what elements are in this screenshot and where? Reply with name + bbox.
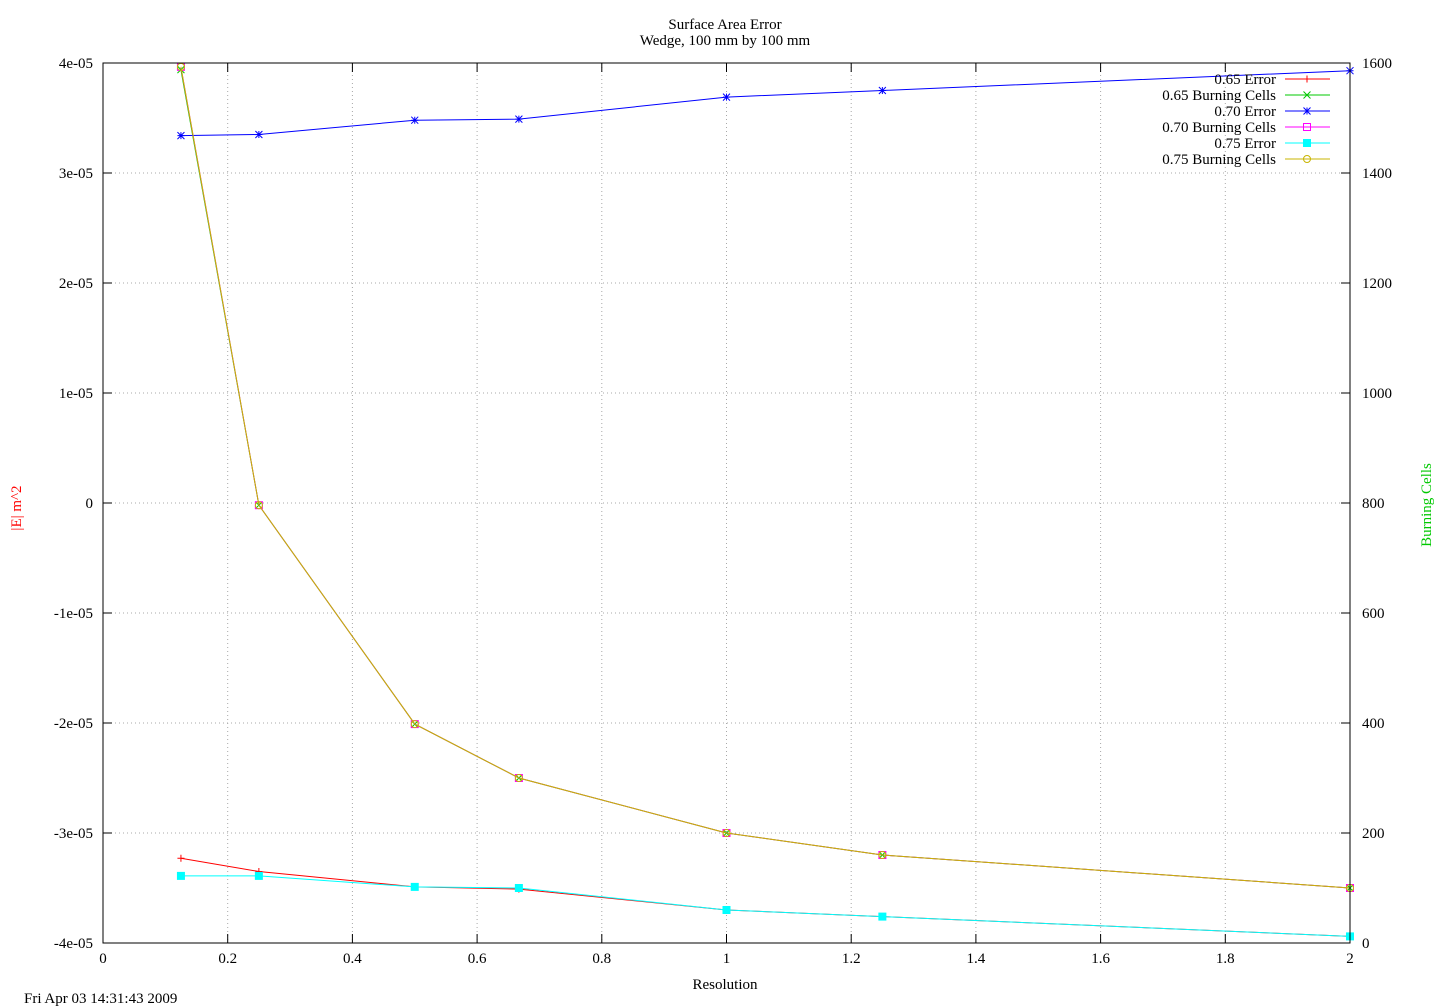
- axis-ticks: 0 0.2 0.4 0.6 0.8 1 1.2 1.4 1.6 1.8 2 4e-05 3e-05 2e-…: [54, 56, 1392, 967]
- legend-marker: [1303, 155, 1311, 163]
- y2-tick-label: 800: [1362, 496, 1385, 512]
- x-tick-label: 1.2: [842, 951, 861, 967]
- legend-marker: [1303, 75, 1311, 83]
- legend-label: 0.65 Burning Cells: [1162, 88, 1276, 104]
- legend-label: 0.65 Error: [1214, 72, 1276, 88]
- legend-entry-0-65-error: 0.65 Error: [1214, 72, 1330, 88]
- x-tick-label: 2: [1346, 951, 1354, 967]
- legend-label: 0.75 Error: [1214, 136, 1276, 152]
- 0-75-burning-cells-point: [722, 829, 731, 837]
- y2-tick-label: 0: [1362, 936, 1370, 952]
- legend-label: 0.75 Burning Cells: [1162, 152, 1276, 168]
- legend-entry-0-75-error: 0.75 Error: [1214, 136, 1330, 152]
- legend-marker: [1303, 107, 1311, 115]
- chart-title: Surface Area Error: [668, 17, 781, 33]
- y2-axis-label: Burning Cells: [1419, 463, 1435, 547]
- legend-marker: [1303, 139, 1311, 147]
- series-layer: [176, 62, 1354, 941]
- y2-tick-label: 400: [1362, 716, 1385, 732]
- 0-70-error-point: [177, 131, 185, 140]
- y2-tick-label: 1400: [1362, 166, 1392, 182]
- y-tick-label: 1e-05: [59, 386, 93, 402]
- 0-75-burning-cells-point: [878, 851, 887, 859]
- 0-70-error-point: [722, 93, 731, 101]
- 0-70-error-point: [878, 86, 887, 95]
- y-tick-label: -1e-05: [54, 606, 93, 622]
- y-tick-label: -2e-05: [54, 716, 93, 732]
- 0-75-burning-cells-point: [410, 720, 419, 729]
- 0-75-error-point: [410, 882, 419, 891]
- x-tick-label: 1: [723, 951, 731, 967]
- x-axis-label: Resolution: [692, 977, 758, 993]
- 0-65-error-point: [177, 854, 185, 862]
- 0-75-burning-cells-point: [254, 501, 263, 510]
- 0-75-burning-cells-point: [514, 774, 523, 782]
- legend-entry-0-75-burning-cells: 0.75 Burning Cells: [1162, 152, 1330, 168]
- x-tick-label: 0.6: [468, 951, 487, 967]
- timestamp: Fri Apr 03 14:31:43 2009: [24, 991, 177, 1007]
- series-0-75-burning-cells: [176, 62, 1354, 892]
- y-tick-label: -4e-05: [54, 936, 93, 952]
- y-tick-label: 2e-05: [59, 276, 93, 292]
- legend-entry-0-70-error: 0.70 Error: [1214, 104, 1330, 120]
- legend-label: 0.70 Burning Cells: [1162, 120, 1276, 136]
- x-tick-label: 0.8: [592, 951, 611, 967]
- 0-75-error-point: [722, 906, 731, 914]
- x-tick-label: 1.4: [967, 951, 986, 967]
- 0-70-error-point: [515, 115, 523, 123]
- 0-70-error-point: [410, 116, 419, 125]
- legend-entry-0-70-burning-cells: 0.70 Burning Cells: [1162, 120, 1330, 136]
- y-tick-label: 3e-05: [59, 166, 93, 182]
- y2-tick-label: 1000: [1362, 386, 1392, 402]
- legend-marker: [1303, 91, 1311, 99]
- 0-75-error-point: [514, 884, 523, 892]
- x-tick-label: 0.2: [218, 951, 237, 967]
- y2-tick-label: 1600: [1362, 56, 1392, 72]
- 0-75-error-point: [254, 871, 263, 880]
- y-axis-label: |E| m^2: [9, 485, 25, 530]
- x-tick-label: 1.8: [1216, 951, 1235, 967]
- x-tick-label: 0: [99, 951, 107, 967]
- y-tick-label: 0: [86, 496, 94, 512]
- x-tick-label: 1.6: [1091, 951, 1110, 967]
- y-tick-label: 4e-05: [59, 56, 93, 72]
- y2-tick-label: 600: [1362, 606, 1385, 622]
- y-tick-label: -3e-05: [54, 826, 93, 842]
- 0-70-error-point: [255, 130, 263, 139]
- legend-entry-0-65-burning-cells: 0.65 Burning Cells: [1162, 88, 1330, 104]
- legend-label: 0.70 Error: [1214, 104, 1276, 120]
- 0-75-burning-cells-line: [180, 66, 1351, 889]
- y2-tick-label: 200: [1362, 826, 1385, 842]
- chart-subtitle: Wedge, 100 mm by 100 mm: [640, 33, 811, 49]
- x-tick-label: 0.4: [343, 951, 362, 967]
- 0-75-error-point: [878, 912, 887, 921]
- y2-tick-label: 1200: [1362, 276, 1392, 292]
- legend-marker: [1303, 123, 1311, 131]
- 0-75-error-point: [176, 871, 185, 880]
